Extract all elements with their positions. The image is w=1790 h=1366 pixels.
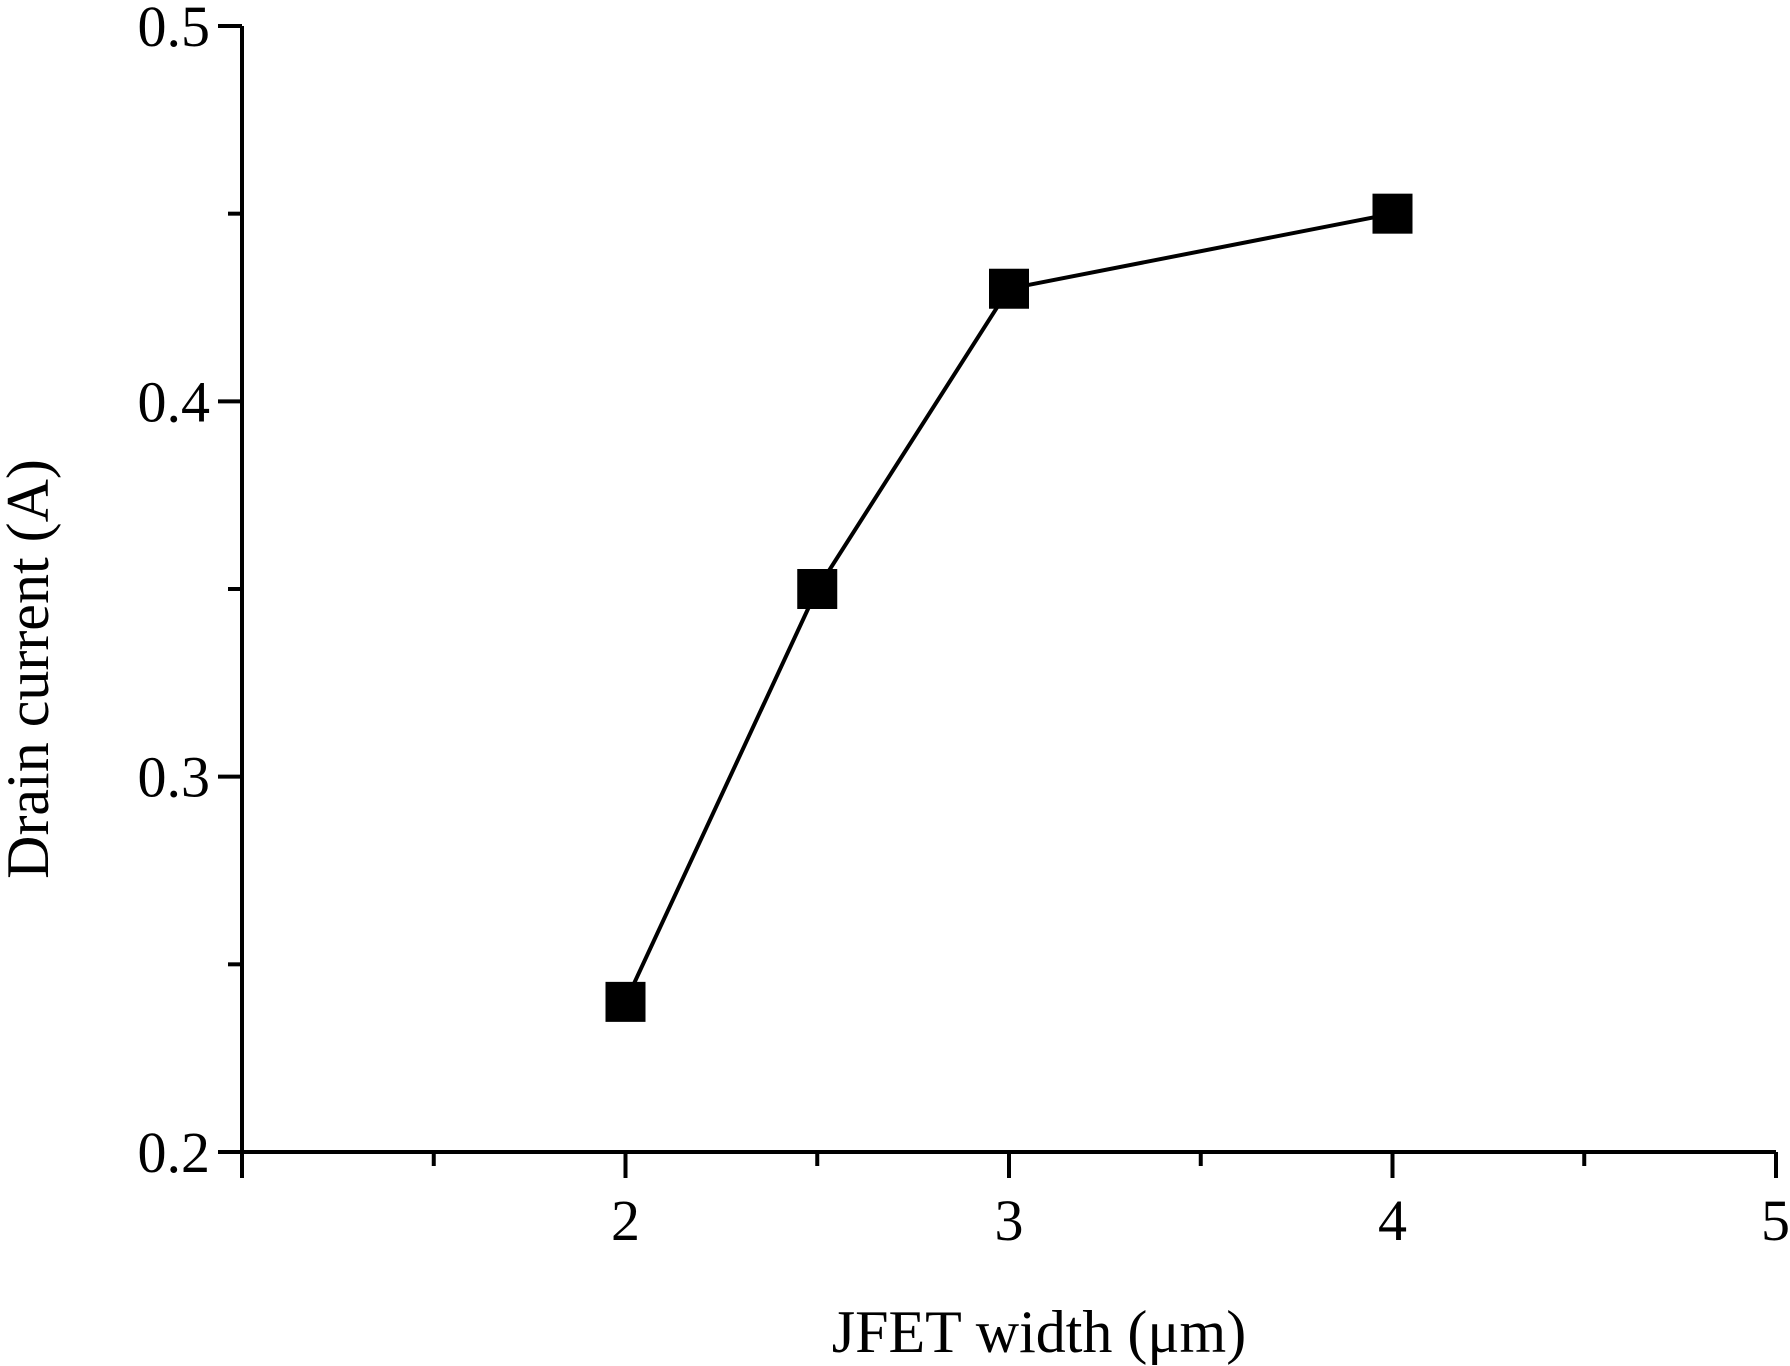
x-tick-label: 3 [995,1188,1024,1253]
series-line [623,211,1393,1003]
y-tick-label: 0.3 [138,745,211,810]
axes [240,26,1776,1154]
x-ticks: 2 3 4 5 [240,1152,1790,1253]
series-layer [605,193,1413,1022]
y-tick-label: 0.5 [138,0,211,59]
y-tick-label: 0.4 [138,369,211,434]
data-point [989,268,1029,309]
data-point [605,981,646,1022]
y-ticks: 0.2 0.3 0.4 0.5 [138,0,242,1185]
y-axis-title: Drain current (A) [0,459,61,879]
y-tick-label: 0.2 [138,1120,211,1185]
data-point [797,569,838,609]
x-axis-title: JFET width (μm) [832,1299,1246,1365]
x-tick-label: 2 [611,1188,640,1253]
data-point [1372,193,1413,234]
x-tick-label: 5 [1761,1188,1790,1253]
x-tick-label: 4 [1378,1188,1407,1253]
